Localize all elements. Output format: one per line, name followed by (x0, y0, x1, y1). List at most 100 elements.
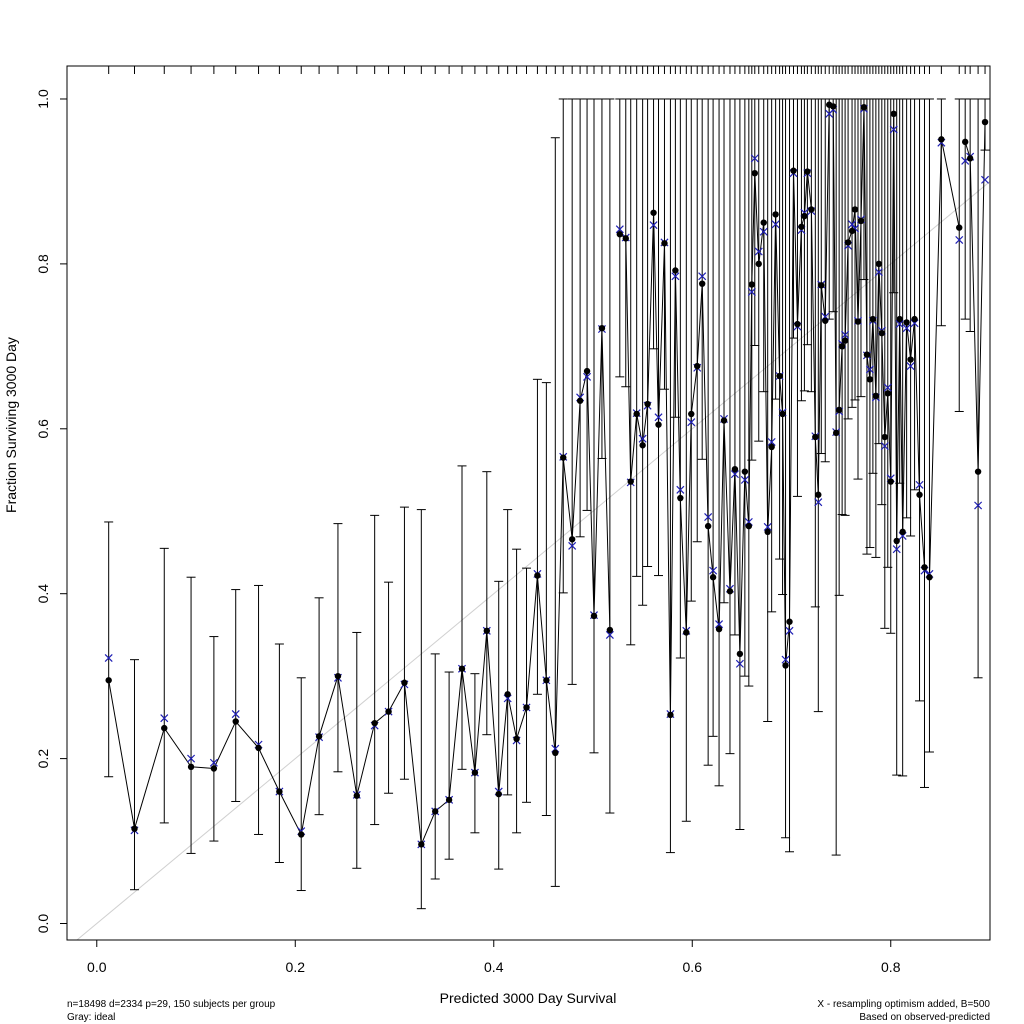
observed-point (760, 219, 767, 226)
observed-point (606, 626, 614, 634)
corrected-point (231, 710, 240, 719)
corrected-point (568, 541, 577, 550)
observed-point (276, 788, 283, 795)
observed-point (926, 574, 933, 581)
observed-point (854, 318, 862, 325)
x-tick-label: 0.0 (87, 959, 107, 975)
observed-point (878, 329, 886, 337)
observed-point (471, 769, 479, 776)
observed-point (844, 239, 852, 246)
observed-point (893, 537, 900, 545)
observed-point (131, 825, 138, 832)
observed-point (210, 765, 218, 772)
observed-point (751, 169, 758, 177)
x-axis-title: Predicted 3000 Day Survival (440, 990, 617, 1006)
observed-point (334, 672, 342, 680)
observed-point (353, 792, 361, 799)
observed-point (764, 528, 771, 536)
observed-point (798, 223, 805, 230)
observed-point (639, 442, 646, 449)
corrected-point (704, 512, 713, 522)
footnote-left-line-2: Gray: ideal (67, 1012, 115, 1023)
observed-point (881, 433, 888, 441)
observed-point (838, 343, 846, 350)
observed-point (523, 704, 530, 711)
corrected-point (883, 383, 892, 392)
y-tick-label: 0.4 (35, 584, 51, 604)
observed-point (981, 118, 989, 126)
observed-point (748, 281, 756, 288)
observed-point (583, 367, 591, 375)
observed-point (432, 808, 439, 815)
observed-point (966, 155, 974, 162)
corrected-point (638, 434, 647, 443)
axes: 0.0 0.2 0.4 0.6 0.8 0.0 0.2 0.4 0.6 0.8 1.0 (35, 65, 991, 975)
observed-point (445, 796, 453, 804)
corrected-point (709, 566, 718, 575)
observed-point (704, 522, 712, 530)
corrected-point (759, 227, 768, 236)
observed-point (298, 831, 305, 838)
observed-point (458, 665, 466, 672)
observed-point (726, 588, 734, 595)
observed-point (694, 362, 701, 370)
y-tick-label: 0.2 (35, 749, 51, 769)
observed-point (857, 217, 865, 225)
observed-point (835, 406, 843, 414)
observed-point (786, 618, 793, 625)
x-tick-label: 0.6 (683, 959, 703, 975)
observed-point (916, 491, 923, 498)
observed-point (401, 679, 408, 686)
observed-point (677, 494, 684, 502)
corrected-point (698, 272, 707, 281)
observed-point (616, 231, 624, 238)
observed-point (650, 209, 657, 216)
corrected-point (209, 758, 218, 767)
observed-point (720, 417, 728, 424)
footnote-left-line-1: n=18498 d=2334 p=29, 150 subjects per gr… (67, 999, 276, 1010)
observed-point (841, 337, 849, 344)
observed-point (875, 260, 883, 268)
observed-point (921, 564, 928, 571)
observed-point (560, 454, 567, 461)
observed-point (896, 315, 903, 323)
observed-point (804, 168, 811, 175)
x-tick-label: 0.2 (286, 959, 306, 975)
observed-point (371, 719, 378, 727)
ideal-line (76, 181, 990, 940)
observed-point (731, 465, 739, 473)
observed-point (822, 317, 829, 324)
observed-point (513, 735, 520, 743)
plot-area (76, 66, 990, 940)
observed-point (899, 528, 906, 536)
corrected-point (771, 220, 780, 229)
y-axis-title: Fraction Surviving 3000 Day (3, 337, 19, 513)
observed-point (161, 724, 168, 732)
observed-point (315, 733, 323, 740)
corrected-point (615, 225, 624, 234)
observed-point (745, 522, 753, 530)
observed-point (779, 410, 786, 418)
observed-point (741, 468, 749, 475)
corrected-point (892, 545, 901, 554)
observed-point (495, 790, 502, 798)
observed-point (794, 320, 801, 328)
observed-point (776, 372, 783, 380)
y-tick-label: 0.8 (35, 254, 51, 274)
corrected-point (671, 272, 680, 281)
plot-frame (66, 65, 991, 941)
observed-point (815, 491, 822, 498)
observed-point (568, 536, 576, 543)
observed-point (808, 206, 815, 213)
y-tick-label: 0.0 (35, 914, 51, 934)
observed-point (974, 468, 982, 475)
corrected-point (955, 235, 964, 244)
corrected-point (676, 485, 685, 494)
observed-point (504, 691, 511, 698)
corrected-point (906, 362, 915, 371)
corrected-point (763, 522, 772, 531)
corrected-point (785, 626, 794, 635)
corrected-point (160, 714, 169, 723)
